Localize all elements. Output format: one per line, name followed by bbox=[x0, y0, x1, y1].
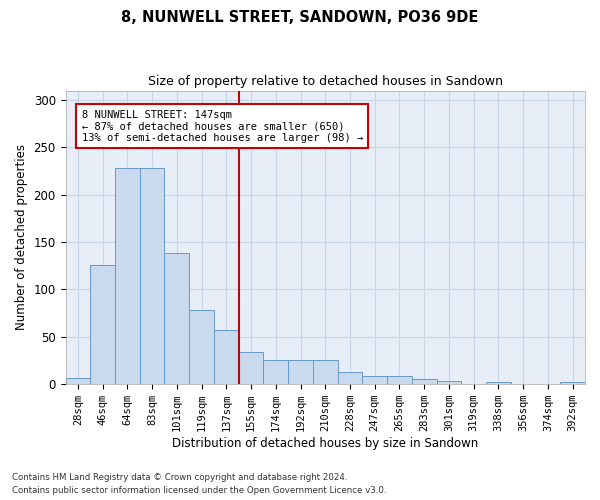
Title: Size of property relative to detached houses in Sandown: Size of property relative to detached ho… bbox=[148, 75, 503, 88]
Bar bbox=[412, 380, 437, 384]
Bar bbox=[387, 376, 412, 384]
Bar bbox=[140, 168, 164, 384]
Bar bbox=[214, 330, 239, 384]
Bar bbox=[189, 310, 214, 384]
Bar bbox=[486, 382, 511, 384]
Bar bbox=[338, 372, 362, 384]
Text: 8 NUNWELL STREET: 147sqm
← 87% of detached houses are smaller (650)
13% of semi-: 8 NUNWELL STREET: 147sqm ← 87% of detach… bbox=[82, 110, 363, 142]
Bar bbox=[65, 378, 90, 384]
Text: Contains HM Land Registry data © Crown copyright and database right 2024.
Contai: Contains HM Land Registry data © Crown c… bbox=[12, 474, 386, 495]
Bar bbox=[560, 382, 585, 384]
Bar bbox=[263, 360, 288, 384]
Bar bbox=[362, 376, 387, 384]
Y-axis label: Number of detached properties: Number of detached properties bbox=[15, 144, 28, 330]
Bar bbox=[437, 382, 461, 384]
Bar bbox=[313, 360, 338, 384]
Bar bbox=[115, 168, 140, 384]
Bar bbox=[90, 265, 115, 384]
Bar bbox=[239, 352, 263, 384]
Bar bbox=[164, 254, 189, 384]
Text: 8, NUNWELL STREET, SANDOWN, PO36 9DE: 8, NUNWELL STREET, SANDOWN, PO36 9DE bbox=[121, 10, 479, 25]
Bar bbox=[288, 360, 313, 384]
X-axis label: Distribution of detached houses by size in Sandown: Distribution of detached houses by size … bbox=[172, 437, 478, 450]
